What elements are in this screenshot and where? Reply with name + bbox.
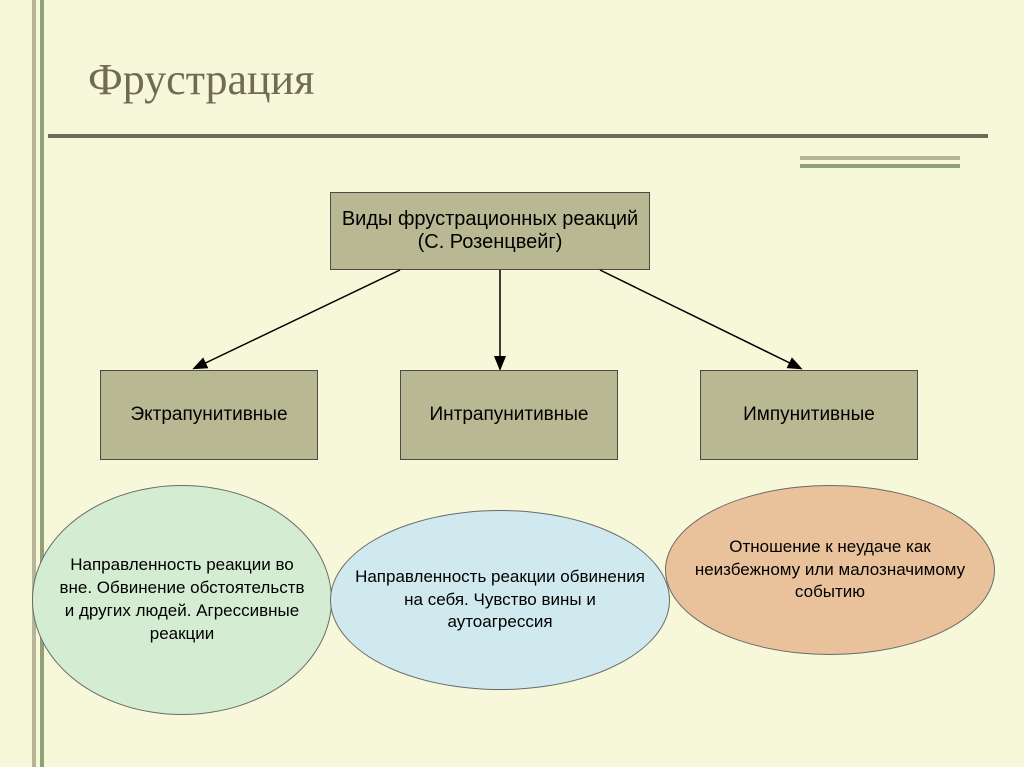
ellipse-text: Направленность реакции обвинения на себя… (353, 566, 647, 635)
child-node-extrapunitive: Эктрапунитивные (100, 370, 318, 460)
child-label: Импунитивные (743, 404, 875, 426)
child-label: Эктрапунитивные (130, 404, 287, 426)
child-node-impunitive: Импунитивные (700, 370, 918, 460)
ellipse-text: Направленность реакции во вне. Обвинение… (55, 554, 309, 646)
deco-horizontal-small-1 (800, 156, 960, 160)
root-node-line2: (С. Розенцвейг) (342, 231, 638, 254)
child-label: Интрапунитивные (429, 404, 588, 426)
root-node: Виды фрустрационных реакций (С. Розенцве… (330, 192, 650, 270)
desc-ellipse-extrapunitive: Направленность реакции во вне. Обвинение… (32, 485, 332, 715)
deco-vertical-line-2 (40, 0, 44, 767)
deco-horizontal-rule (48, 134, 988, 138)
root-node-line1: Виды фрустрационных реакций (342, 208, 638, 231)
slide-title: Фрустрация (88, 54, 314, 105)
desc-ellipse-impunitive: Отношение к неудаче как неизбежному или … (665, 485, 995, 655)
child-node-intrapunitive: Интрапунитивные (400, 370, 618, 460)
ellipse-text: Отношение к неудаче как неизбежному или … (688, 536, 972, 605)
desc-ellipse-intrapunitive: Направленность реакции обвинения на себя… (330, 510, 670, 690)
deco-horizontal-small-2 (800, 164, 960, 168)
deco-vertical-line-1 (32, 0, 36, 767)
